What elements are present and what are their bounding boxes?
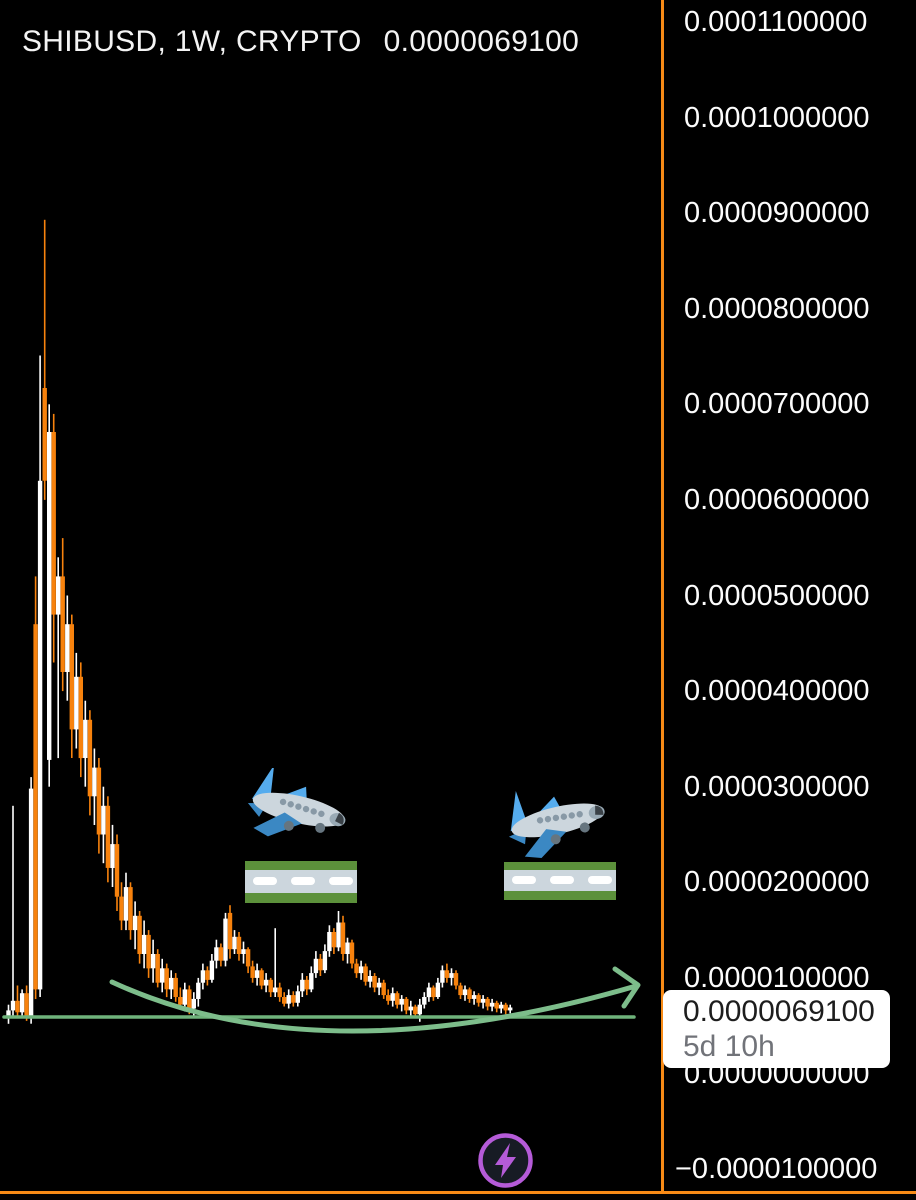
- price-tick-label: 0.0001100000: [684, 6, 868, 38]
- price-tick-label: −0.0000100000: [675, 1153, 878, 1185]
- price-tick-label: 0.0000900000: [684, 197, 870, 229]
- curved-trend-arrow-shaft[interactable]: [109, 979, 639, 1034]
- price-tick-label: 0.0001000000: [684, 102, 870, 134]
- chart-legend[interactable]: SHIBUSD, 1W, CRYPTO 0.0000069100: [22, 25, 579, 59]
- lightning-bolt-icon: [478, 1133, 533, 1188]
- price-tick-label: 0.0000200000: [684, 866, 870, 898]
- price-scale[interactable]: 0.0001100000 0.0001000000 0.0000900000 0.00…: [663, 0, 916, 1191]
- airplane-landing-icon: [247, 768, 346, 837]
- sticker-airplane-departure[interactable]: [499, 770, 621, 904]
- price-tick-label: 0.0000500000: [684, 580, 870, 612]
- runway-icon: [245, 861, 357, 903]
- airplane-departure-icon: [508, 791, 605, 858]
- badge-countdown: 5d 10h: [683, 1030, 775, 1063]
- price-tick-label: 0.0000100000: [684, 962, 870, 994]
- price-tick-label: 0.0000600000: [684, 484, 870, 516]
- time-axis-border: [0, 1191, 916, 1194]
- last-price-badge: 0.0000069100 5d 10h: [663, 990, 890, 1068]
- trend-arrow-head: [612, 966, 641, 1009]
- flash-action-button[interactable]: [476, 1131, 535, 1190]
- badge-price: 0.0000069100: [683, 995, 875, 1028]
- runway-icon: [504, 862, 616, 900]
- price-axis-border: [661, 0, 664, 1191]
- symbol-interval-label: SHIBUSD, 1W, CRYPTO: [22, 25, 362, 58]
- legend-last-price: 0.0000069100: [383, 25, 580, 58]
- price-tick-label: 0.0000400000: [684, 675, 870, 707]
- candlestick-series: [6, 219, 513, 1024]
- sticker-airplane-landing[interactable]: [240, 768, 362, 906]
- price-tick-label: 0.0000700000: [684, 388, 870, 420]
- price-tick-label: 0.0000800000: [684, 293, 870, 325]
- price-tick-label: 0.0000300000: [684, 771, 870, 803]
